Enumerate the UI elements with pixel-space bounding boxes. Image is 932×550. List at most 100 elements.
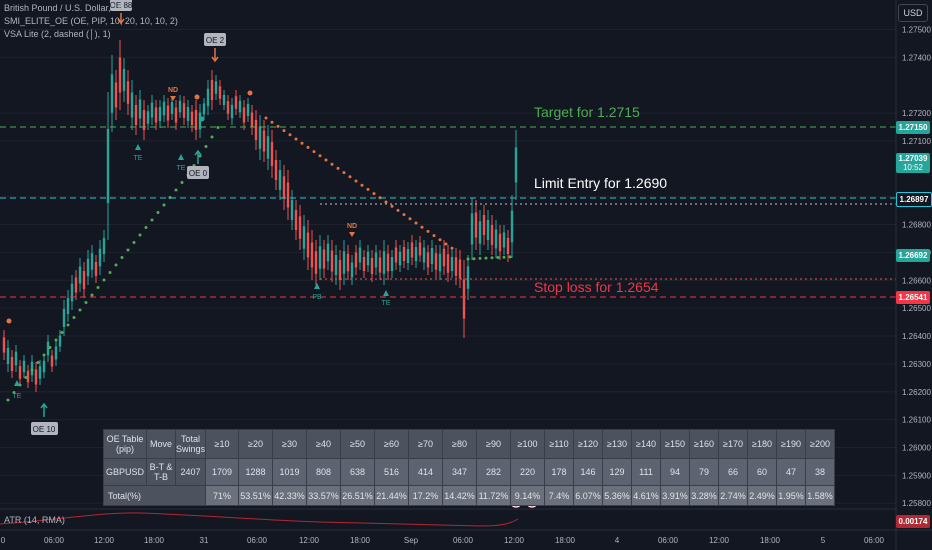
candle-body [478,221,482,244]
count-cell: 516 [374,458,410,486]
target-price-tag: 1.27150 [896,121,930,134]
oe-2-marker[interactable]: OE 2 [204,33,226,63]
sar-dot [120,256,124,259]
candle-body [82,271,86,289]
candle-body [346,253,350,272]
sar-dot [484,256,488,260]
sar-dot [84,301,88,304]
sar-dot [414,221,418,225]
sar-dot [318,154,322,158]
oe-10-marker[interactable]: OE 10 [31,402,58,435]
threshold-cell: ≥20 [238,429,274,459]
bar-countdown: 10:52 [902,163,924,172]
y-tick-label: 1.25800 [902,499,931,508]
candle-body [262,130,266,152]
sar-dot [66,323,70,327]
sar-dot [300,141,304,145]
sar-dot [78,308,82,312]
candle-body [254,120,258,140]
symbol-title[interactable]: British Pound / U.S. Dollar, 1h [4,3,124,13]
candle-body [66,298,70,314]
candle-body [26,370,30,383]
sar-dot [210,135,214,139]
target-annotation[interactable]: Target for 1.2715 [534,104,640,120]
x-tick-label: 0 [1,536,6,545]
count-cell: 638 [340,458,376,486]
percent-cell: 71% [205,485,240,506]
oe-88-marker[interactable]: OE 88 [110,0,133,25]
candle-body [118,57,122,93]
current-price: 1.27039 [898,154,928,163]
limit-annotation[interactable]: Limit Entry for 1.2690 [534,175,668,191]
candle-body [366,251,370,266]
threshold-cell: ≥10 [205,429,240,459]
sar-dot [102,278,106,282]
candle-body [306,232,310,258]
candle-body [466,266,470,289]
sar-dot [216,126,220,129]
sar-dot [348,175,352,179]
move-cell: B-T & T-B [146,458,176,486]
sar-dot [402,213,406,217]
percent-cell: 6.07% [573,485,604,506]
candle-body [386,253,390,272]
candle-body [126,81,130,104]
candle-body [246,104,250,116]
sar-dot [444,242,448,246]
sar-dot [306,145,310,149]
candle-body [334,255,338,275]
candle-body [390,257,394,271]
candle-body [106,129,110,203]
y-tick-label: 1.26100 [902,416,931,425]
sar-dot [270,120,274,124]
x-axis: 0 06:00 12:00 18:00 31 06:00 12:00 18:00 Sep 06:0… [1,536,885,545]
count-cell: 1709 [205,458,240,486]
percent-cell: 3.91% [660,485,691,506]
svg-text:ND: ND [347,223,357,230]
threshold-cell: ≥40 [306,429,342,459]
stop-price-tag: 1.26541 [896,291,930,304]
candle-body [278,170,282,190]
percent-label: Total(%) [102,485,207,506]
candle-body [14,351,18,366]
candle-body [494,229,498,249]
atr-price-tag: 0.00174 [896,515,930,528]
y-tick-label: 1.26000 [902,443,931,452]
y-tick-label: 1.26400 [902,332,931,341]
y-tick-label: 1.27200 [902,109,931,118]
currency-button[interactable]: USD [898,4,928,22]
candle-body [218,86,222,99]
count-cell: 347 [442,458,478,486]
threshold-cell: ≥140 [631,429,662,459]
indicator-vsa[interactable]: VSA Lite (2, dashed (│), 1) [4,29,111,39]
candle-body [162,101,166,116]
candle-body [330,250,334,272]
sar-dot [144,226,148,229]
candle-body [90,253,94,270]
x-tick-label: Sep [404,536,419,545]
atr-indicator-label[interactable]: ATR (14, RMA) [4,515,65,525]
percent-cell: 5.36% [602,485,633,506]
candle-body [42,360,46,373]
candle-body [166,105,170,121]
candle-body [358,247,362,263]
sar-dot [72,316,76,319]
indicator-smi[interactable]: SMI_ELITE_OE (OE, PIP, 10, 20, 10, 10, 2… [4,16,178,26]
candle-body [142,110,146,130]
sar-dot [282,129,286,133]
candle-body [462,279,466,319]
stop-annotation[interactable]: Stop loss for 1.2654 [534,279,659,295]
candle-body [362,257,366,271]
candle-body [318,246,322,269]
chart-legend: British Pound / U.S. Dollar, 1h SMI_ELIT… [4,2,178,41]
x-tick-label: 12:00 [504,536,525,545]
oe-0-marker[interactable]: OE 0 [187,149,209,179]
sar-dot [96,286,100,289]
candle-body [446,254,450,273]
x-tick-label: 06:00 [453,536,474,545]
sar-dot [114,263,118,267]
candle-body [34,369,38,385]
sar-dot [156,211,160,214]
sar-dot [432,234,436,238]
candle-body [206,88,210,107]
